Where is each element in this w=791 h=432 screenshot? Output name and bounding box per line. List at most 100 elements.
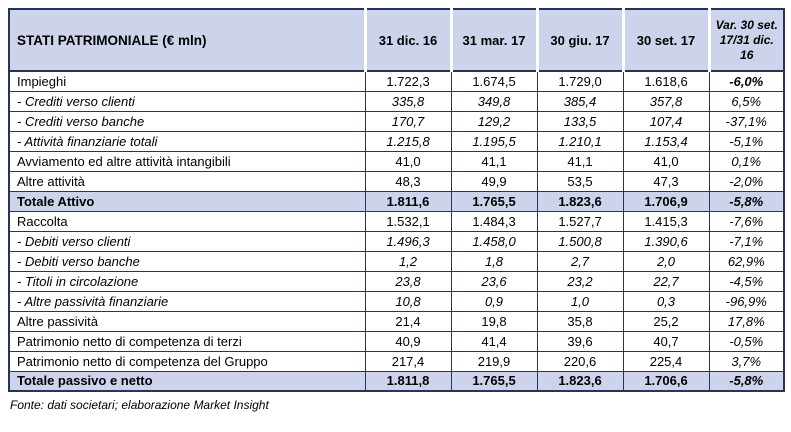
value-cell: 40,9 [364, 330, 452, 352]
value-cell: 129,2 [450, 110, 538, 132]
variation-cell: -2,0% [708, 170, 785, 192]
value-cell: 220,6 [536, 350, 624, 372]
table-row: Patrimonio netto di competenza di terzi 4… [8, 330, 785, 352]
variation-cell: -4,5% [708, 270, 785, 292]
variation-cell: -6,0% [708, 70, 785, 92]
table-row: Raccolta 1.532,1 1.484,3 1.527,7 1.415,3 -7,6… [8, 210, 785, 232]
value-cell: 349,8 [450, 90, 538, 112]
table-row: - Debiti verso banche 1,2 1,8 2,7 2,0 62,9% [8, 250, 785, 272]
value-cell: 357,8 [622, 90, 710, 112]
value-cell: 47,3 [622, 170, 710, 192]
table-header: STATI PATRIMONIALE (€ mln) 31 dic. 16 31… [8, 8, 785, 72]
row-label: - Debiti verso clienti [8, 230, 366, 252]
table-row: - Crediti verso clienti 335,8 349,8 385,4 35… [8, 90, 785, 112]
value-cell: 1.706,9 [622, 190, 710, 212]
value-cell: 1.722,3 [364, 70, 452, 92]
value-cell: 1.500,8 [536, 230, 624, 252]
table-row: Totale passivo e netto 1.811,8 1.765,5 1.82… [8, 370, 785, 392]
value-cell: 41,0 [364, 150, 452, 172]
value-cell: 48,3 [364, 170, 452, 192]
value-cell: 2,7 [536, 250, 624, 272]
value-cell: 23,6 [450, 270, 538, 292]
value-cell: 41,1 [450, 150, 538, 172]
value-cell: 21,4 [364, 310, 452, 332]
value-cell: 2,0 [622, 250, 710, 272]
value-cell: 40,7 [622, 330, 710, 352]
value-cell: 1.811,6 [364, 190, 452, 212]
variation-cell: -96,9% [708, 290, 785, 312]
column-header-mar17: 31 mar. 17 [449, 8, 538, 72]
table-row: Avviamento ed altre attività intangibili… [8, 150, 785, 172]
row-label: Impieghi [8, 70, 366, 92]
value-cell: 219,9 [450, 350, 538, 372]
table-row: Totale Attivo 1.811,6 1.765,5 1.823,6 1.706,… [8, 190, 785, 212]
value-cell: 1.390,6 [622, 230, 710, 252]
variation-cell: 62,9% [708, 250, 785, 272]
value-cell: 1.415,3 [622, 210, 710, 232]
row-label: Raccolta [8, 210, 366, 232]
variation-cell: -5,1% [708, 130, 785, 152]
value-cell: 133,5 [536, 110, 624, 132]
value-cell: 1.458,0 [450, 230, 538, 252]
value-cell: 1.215,8 [364, 130, 452, 152]
variation-cell: -7,6% [708, 210, 785, 232]
value-cell: 41,4 [450, 330, 538, 352]
variation-cell: -0,5% [708, 330, 785, 352]
value-cell: 35,8 [536, 310, 624, 332]
table-row: Altre attività 48,3 49,9 53,5 47,3 -2,0% [8, 170, 785, 192]
table-title: STATI PATRIMONIALE (€ mln) [8, 8, 366, 72]
balance-sheet-table: STATI PATRIMONIALE (€ mln) 31 dic. 16 31… [8, 8, 785, 392]
row-label: - Debiti verso banche [8, 250, 366, 272]
table-row: - Attività finanziarie totali 1.215,8 1.19… [8, 130, 785, 152]
row-label: - Attività finanziarie totali [8, 130, 366, 152]
value-cell: 335,8 [364, 90, 452, 112]
value-cell: 1.210,1 [536, 130, 624, 152]
value-cell: 1.729,0 [536, 70, 624, 92]
table-row: Patrimonio netto di competenza del Grupp… [8, 350, 785, 372]
table-body: Impieghi 1.722,3 1.674,5 1.729,0 1.618,6 -6,0… [8, 70, 785, 392]
variation-cell: -37,1% [708, 110, 785, 132]
value-cell: 1.532,1 [364, 210, 452, 232]
value-cell: 1.811,8 [364, 370, 452, 392]
variation-cell: 3,7% [708, 350, 785, 372]
value-cell: 385,4 [536, 90, 624, 112]
value-cell: 170,7 [364, 110, 452, 132]
value-cell: 1.153,4 [622, 130, 710, 152]
row-label: Patrimonio netto di competenza di terzi [8, 330, 366, 352]
row-label: Altre attività [8, 170, 366, 192]
column-header-set17: 30 set. 17 [621, 8, 710, 72]
variation-cell: -5,8% [708, 190, 785, 212]
variation-cell: 6,5% [708, 90, 785, 112]
table-row: Impieghi 1.722,3 1.674,5 1.729,0 1.618,6 -6,0… [8, 70, 785, 92]
variation-cell: -7,1% [708, 230, 785, 252]
value-cell: 217,4 [364, 350, 452, 372]
table-row: - Titoli in circolazione 23,8 23,6 23,2 22,7… [8, 270, 785, 292]
row-label: - Titoli in circolazione [8, 270, 366, 292]
value-cell: 1.195,5 [450, 130, 538, 152]
value-cell: 23,2 [536, 270, 624, 292]
value-cell: 1.484,3 [450, 210, 538, 232]
row-label: Patrimonio netto di competenza del Grupp… [8, 350, 366, 372]
value-cell: 22,7 [622, 270, 710, 292]
table-row: - Crediti verso banche 170,7 129,2 133,5 107… [8, 110, 785, 132]
row-label: Totale Attivo [8, 190, 366, 212]
value-cell: 1.527,7 [536, 210, 624, 232]
value-cell: 0,9 [450, 290, 538, 312]
page: STATI PATRIMONIALE (€ mln) 31 dic. 16 31… [8, 8, 785, 412]
value-cell: 225,4 [622, 350, 710, 372]
row-label: - Crediti verso clienti [8, 90, 366, 112]
row-label: - Altre passività finanziarie [8, 290, 366, 312]
table-row: - Altre passività finanziarie 10,8 0,9 1,0 0… [8, 290, 785, 312]
header-row: STATI PATRIMONIALE (€ mln) 31 dic. 16 31… [8, 8, 785, 72]
value-cell: 19,8 [450, 310, 538, 332]
value-cell: 39,6 [536, 330, 624, 352]
value-cell: 1,0 [536, 290, 624, 312]
variation-cell: -5,8% [708, 370, 785, 392]
variation-cell: 17,8% [708, 310, 785, 332]
value-cell: 23,8 [364, 270, 452, 292]
value-cell: 1.823,6 [536, 190, 624, 212]
value-cell: 1.674,5 [450, 70, 538, 92]
column-header-giu17: 30 giu. 17 [535, 8, 624, 72]
value-cell: 1.765,5 [450, 190, 538, 212]
value-cell: 10,8 [364, 290, 452, 312]
